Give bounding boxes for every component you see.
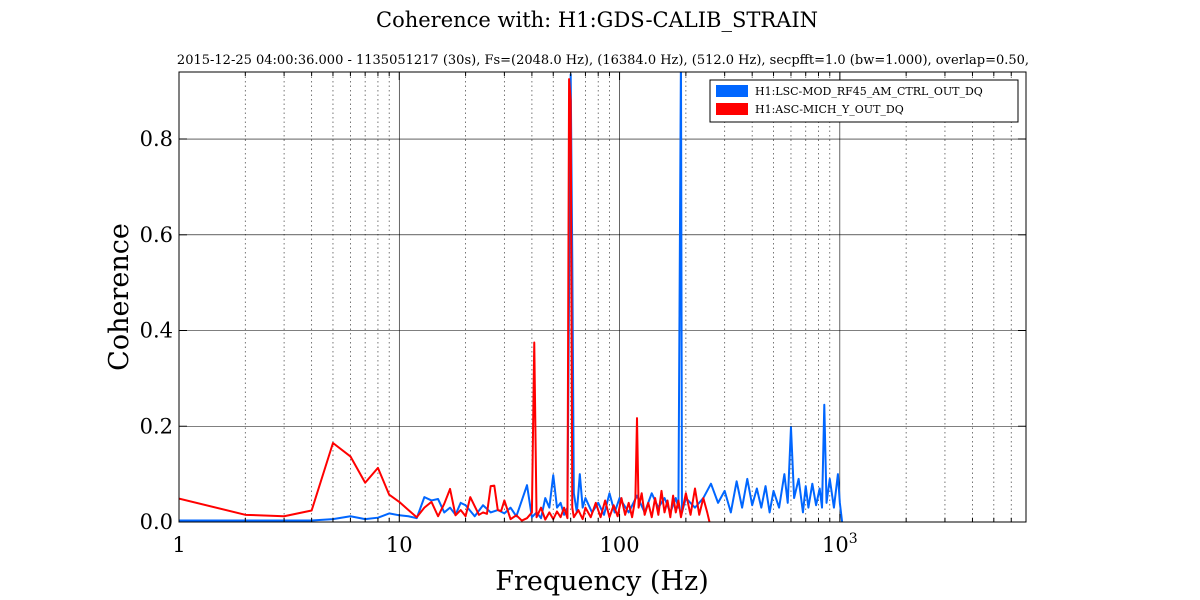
x-axis-label: Frequency (Hz) [495, 566, 708, 597]
x-tick-label: 1 [172, 533, 185, 557]
x-tick-label: 100 [600, 533, 640, 557]
y-tick-label: 0.4 [140, 319, 173, 343]
legend-swatch-rf45 [716, 85, 748, 97]
plot-area [179, 72, 844, 522]
legend-label-rf45: H1:LSC-MOD_RF45_AM_CTRL_OUT_DQ [755, 85, 983, 98]
x-tick-label: 10 [386, 533, 413, 557]
chart-title: Coherence with: H1:GDS-CALIB_STRAIN [376, 8, 818, 32]
y-tick-label: 0.8 [140, 127, 173, 151]
legend: H1:LSC-MOD_RF45_AM_CTRL_OUT_DQ H1:ASC-MI… [709, 79, 1019, 123]
y-tick-label: 0.6 [140, 223, 173, 247]
series-line-rf45 [179, 72, 844, 522]
y-tick-label: 0.0 [140, 510, 173, 534]
plot-frame [178, 71, 1027, 523]
legend-box [709, 79, 1019, 123]
ticks: 0.0 0.2 0.4 0.6 0.8 1 10 100 103 [140, 72, 1026, 557]
y-axis-label: Coherence [104, 223, 135, 371]
x-tick-label: 103 [822, 531, 858, 557]
legend-swatch-mich [716, 103, 748, 115]
grid [179, 72, 1026, 522]
chart-subtitle: 2015-12-25 04:00:36.000 - 1135051217 (30… [177, 53, 1029, 68]
series-line-mich [179, 78, 711, 522]
legend-label-mich: H1:ASC-MICH_Y_OUT_DQ [755, 103, 904, 116]
y-tick-label: 0.2 [140, 414, 173, 438]
